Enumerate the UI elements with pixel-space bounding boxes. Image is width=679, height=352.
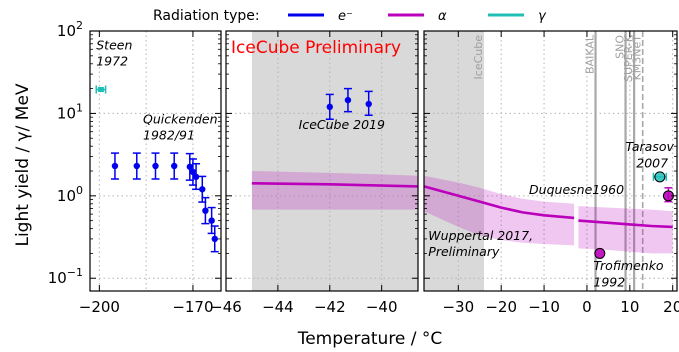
series-right-0 (423, 175, 673, 254)
series-right-2 (594, 247, 606, 259)
x-tick-label-left-1: −170 (172, 298, 213, 316)
experiment-label-0: IceCube (472, 35, 485, 80)
series-right-1 (662, 187, 674, 203)
series-middle-0 (325, 87, 373, 120)
x-tick-label-middle-3: −40 (366, 298, 398, 316)
series-line-0 (423, 185, 575, 220)
data-point-9 (208, 217, 215, 224)
shaded-region-right (424, 31, 485, 291)
annotation-right-3: Tarasov (626, 139, 675, 154)
y-tick-label-3: 102 (57, 19, 83, 40)
annotation-right-0: Wuppertal 2017, (428, 228, 533, 243)
y-tick-label-2: 101 (57, 101, 83, 122)
legend-title: Radiation type: (153, 8, 260, 24)
annotation-right-6: 1992 (593, 275, 625, 290)
panel-middle: IceCube 2019 −46 −44 −42 −40 (210, 30, 419, 316)
x-tick-label-right-2: −10 (528, 298, 560, 316)
data-point-1 (133, 162, 140, 170)
uncertainty-band-0 (251, 171, 418, 210)
series-right-3 (652, 171, 668, 183)
data-point-0 (97, 87, 104, 93)
legend-label-0: e⁻ (338, 9, 353, 24)
y-tick-label-0: 10−1 (48, 266, 83, 287)
experiment-label-3: SUPER-K (622, 34, 635, 82)
x-tick-label-middle-2: −42 (314, 298, 346, 316)
frame-right (423, 30, 678, 292)
legend-label-2: γ (538, 9, 547, 24)
annotation-right-2: Duquesne1960 (529, 182, 624, 197)
data-point-0 (654, 171, 666, 183)
annotation-right-5: Trofimenko (593, 258, 664, 273)
series-line-0 (251, 182, 419, 188)
x-tick-label-right-4: 10 (620, 298, 639, 316)
annotation-left-0: Steen (96, 37, 132, 52)
uncertainty-band-0 (424, 175, 575, 246)
series-line-1 (578, 219, 673, 229)
y-axis-label: Light yield / γ/ MeV (13, 83, 33, 246)
data-point-1 (344, 96, 352, 104)
x-tick-label-right-5: 20 (663, 298, 679, 316)
frame-middle (225, 30, 419, 292)
data-point-0 (326, 103, 333, 111)
data-point-0 (594, 247, 606, 259)
data-point-5 (189, 168, 197, 176)
series-middle-1 (251, 171, 419, 210)
experiment-label-4: KM3NeT (631, 35, 644, 81)
data-point-8 (202, 207, 209, 214)
experiment-label-1: BAIKAL (584, 34, 597, 74)
annotation-left-2: Quickenden (143, 112, 218, 127)
series-left-1 (95, 85, 107, 94)
y-tick-label-1: 100 (57, 184, 83, 205)
data-point-6 (192, 173, 200, 181)
legend: Radiation type: e⁻ α γ (153, 8, 547, 24)
experiment-label-2: SNO (614, 35, 627, 59)
x-tick-label-right-0: −30 (442, 298, 474, 316)
shaded-region-middle (251, 31, 418, 291)
x-tick-label-right-3: 0 (582, 298, 592, 316)
data-point-2 (152, 162, 159, 170)
uncertainty-band-1 (578, 206, 673, 254)
frame-left (89, 30, 222, 292)
annotation-right-1: Preliminary (428, 244, 500, 259)
x-tick-label-left-0: −200 (79, 298, 120, 316)
annotation-left-1: 1972 (96, 54, 128, 69)
data-point-7 (199, 186, 206, 193)
x-tick-label-right-1: −20 (485, 298, 517, 316)
data-point-10 (211, 235, 218, 243)
x-axis-label: Temperature / °C (297, 329, 443, 349)
data-point-0 (111, 162, 119, 170)
annotation-right-4: 2007 (636, 156, 668, 171)
series-left-0 (110, 152, 219, 253)
data-point-4 (186, 163, 194, 170)
data-point-3 (171, 162, 178, 170)
plot-area: 10−1100101102Steen1972Quickenden1982/91−… (48, 19, 679, 316)
x-tick-label-middle-1: −44 (262, 298, 294, 316)
annotation-left-3: 1982/91 (143, 128, 195, 143)
x-tick-label-middle-0: −46 (210, 298, 242, 316)
annotation-middle-0: IceCube 2019 (299, 117, 385, 132)
legend-label-1: α (438, 9, 447, 24)
data-point-2 (365, 100, 372, 108)
watermark: IceCube Preliminary (231, 38, 401, 58)
